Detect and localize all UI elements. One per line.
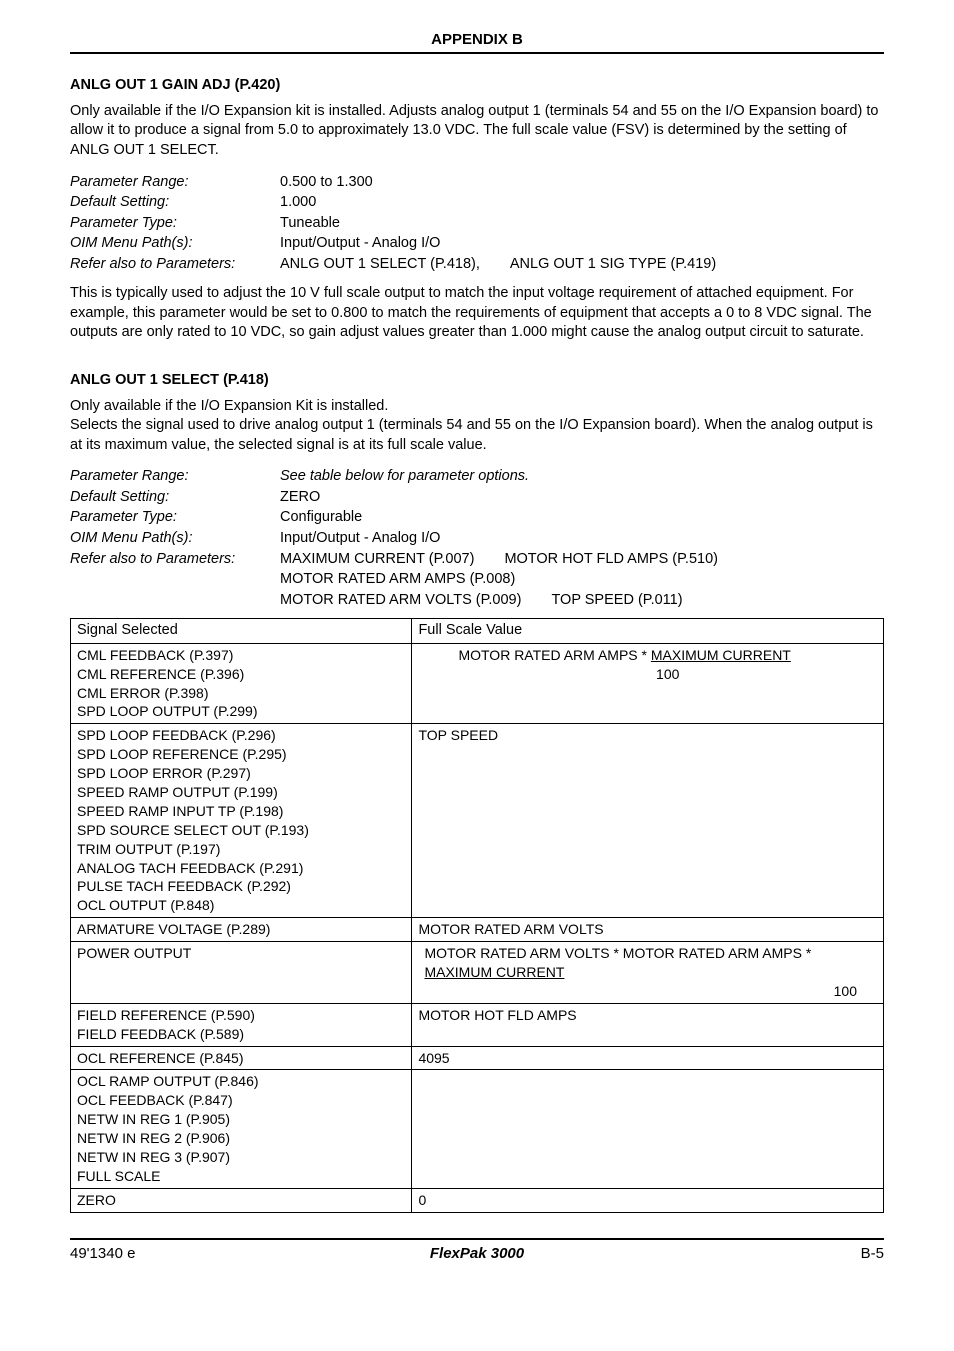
signal-text: NETW IN REG 1 (P.905) — [77, 1111, 230, 1127]
page-footer: 49'1340 e FlexPak 3000 B-5 — [70, 1238, 884, 1264]
table-row: ZERO 0 — [71, 1188, 884, 1212]
table-row: POWER OUTPUT MOTOR RATED ARM VOLTS * MOT… — [71, 942, 884, 1004]
s2-refer-value-1: MAXIMUM CURRENT (P.007) — [280, 551, 474, 567]
signal-cell: CML FEEDBACK (P.397) CML REFERENCE (P.39… — [71, 643, 412, 724]
signal-text: FULL SCALE — [77, 1168, 161, 1184]
signal-cell: ARMATURE VOLTAGE (P.289) — [71, 918, 412, 942]
signal-table: Signal Selected Full Scale Value CML FEE… — [70, 618, 884, 1213]
signal-cell: OCL RAMP OUTPUT (P.846) OCL FEEDBACK (P.… — [71, 1070, 412, 1188]
fsv-denominator: 100 — [458, 665, 877, 684]
s2-default-value: ZERO — [280, 488, 884, 508]
s2-type-value: Configurable — [280, 508, 884, 528]
s1-type-label: Parameter Type: — [70, 214, 280, 234]
section-1-intro: Only available if the I/O Expansion kit … — [70, 102, 884, 161]
table-row: CML FEEDBACK (P.397) CML REFERENCE (P.39… — [71, 643, 884, 724]
s2-default-label: Default Setting: — [70, 488, 280, 508]
footer-right: B-5 — [613, 1244, 884, 1264]
signal-text: CML FEEDBACK (P.397) — [77, 647, 233, 663]
fsv-cell: MOTOR HOT FLD AMPS — [412, 1003, 884, 1046]
signal-text: OCL RAMP OUTPUT (P.846) — [77, 1073, 259, 1089]
fsv-cell: 4095 — [412, 1046, 884, 1070]
col-header-signal: Signal Selected — [71, 619, 412, 644]
section-2-intro-a: Only available if the I/O Expansion Kit … — [70, 397, 884, 417]
fsv-cell: MOTOR RATED ARM AMPS * MAXIMUM CURRENT 1… — [412, 643, 884, 724]
s1-oim-value: Input/Output - Analog I/O — [280, 234, 884, 254]
s1-default-value: 1.000 — [280, 193, 884, 213]
s1-param-range-label: Parameter Range: — [70, 173, 280, 193]
signal-text: PULSE TACH FEEDBACK (P.292) — [77, 878, 291, 894]
signal-text: SPD SOURCE SELECT OUT (P.193) — [77, 822, 309, 838]
fsv-text: MOTOR RATED ARM VOLTS * MOTOR RATED ARM … — [424, 945, 811, 961]
signal-text: SPD LOOP ERROR (P.297) — [77, 765, 251, 781]
signal-cell: SPD LOOP FEEDBACK (P.296) SPD LOOP REFER… — [71, 724, 412, 918]
s1-default-label: Default Setting: — [70, 193, 280, 213]
signal-cell: OCL REFERENCE (P.845) — [71, 1046, 412, 1070]
s2-oim-label: OIM Menu Path(s): — [70, 529, 280, 549]
signal-text: TRIM OUTPUT (P.197) — [77, 841, 220, 857]
fsv-cell: 0 — [412, 1188, 884, 1212]
s1-oim-label: OIM Menu Path(s): — [70, 234, 280, 254]
table-row: OCL REFERENCE (P.845) 4095 — [71, 1046, 884, 1070]
s1-type-value: Tuneable — [280, 214, 884, 234]
signal-text: CML ERROR (P.398) — [77, 685, 208, 701]
s2-param-range-value: See table below for parameter options. — [280, 467, 884, 487]
signal-text: NETW IN REG 3 (P.907) — [77, 1149, 230, 1165]
s2-refer-value-3: MOTOR RATED ARM VOLTS (P.009) — [280, 592, 521, 608]
fsv-cell: MOTOR RATED ARM VOLTS * MOTOR RATED ARM … — [412, 942, 884, 1004]
table-row: FIELD REFERENCE (P.590) FIELD FEEDBACK (… — [71, 1003, 884, 1046]
signal-text: OCL FEEDBACK (P.847) — [77, 1092, 233, 1108]
fsv-cell — [412, 1070, 884, 1188]
signal-text: CML REFERENCE (P.396) — [77, 666, 244, 682]
table-row: OCL RAMP OUTPUT (P.846) OCL FEEDBACK (P.… — [71, 1070, 884, 1188]
s2-type-label: Parameter Type: — [70, 508, 280, 528]
table-row: ARMATURE VOLTAGE (P.289) MOTOR RATED ARM… — [71, 918, 884, 942]
fsv-text-underline: MAXIMUM CURRENT — [651, 647, 791, 663]
signal-text: SPD LOOP REFERENCE (P.295) — [77, 746, 287, 762]
fsv-denominator: 100 — [424, 982, 877, 1001]
fsv-text-underline: MAXIMUM CURRENT — [424, 964, 564, 980]
s1-refer-value: ANLG OUT 1 SELECT (P.418), — [280, 256, 480, 272]
fsv-text: MOTOR RATED ARM AMPS * — [458, 647, 650, 663]
section-2-title: ANLG OUT 1 SELECT (P.418) — [70, 371, 884, 391]
appendix-header: APPENDIX B — [70, 30, 884, 54]
s2-refer-label: Refer also to Parameters: — [70, 550, 280, 570]
section-2-intro-b: Selects the signal used to drive analog … — [70, 416, 884, 455]
signal-text: SPD LOOP FEEDBACK (P.296) — [77, 727, 276, 743]
signal-cell: FIELD REFERENCE (P.590) FIELD FEEDBACK (… — [71, 1003, 412, 1046]
s1-refer-label: Refer also to Parameters: — [70, 255, 280, 275]
s2-param-range-label: Parameter Range: — [70, 467, 280, 487]
signal-text: ANALOG TACH FEEDBACK (P.291) — [77, 860, 303, 876]
fsv-cell: MOTOR RATED ARM VOLTS — [412, 918, 884, 942]
signal-text: SPEED RAMP OUTPUT (P.199) — [77, 784, 278, 800]
signal-text: OCL OUTPUT (P.848) — [77, 897, 214, 913]
section-1-title: ANLG OUT 1 GAIN ADJ (P.420) — [70, 76, 884, 96]
footer-left: 49'1340 e — [70, 1244, 341, 1264]
s2-refer-extra-1: MOTOR HOT FLD AMPS (P.510) — [504, 550, 718, 570]
signal-text: FIELD REFERENCE (P.590) — [77, 1007, 255, 1023]
fsv-cell: TOP SPEED — [412, 724, 884, 918]
table-row: SPD LOOP FEEDBACK (P.296) SPD LOOP REFER… — [71, 724, 884, 918]
signal-text: SPD LOOP OUTPUT (P.299) — [77, 703, 258, 719]
s2-refer-extra-3: TOP SPEED (P.011) — [551, 591, 682, 611]
signal-text: SPEED RAMP INPUT TP (P.198) — [77, 803, 283, 819]
section-1-note: This is typically used to adjust the 10 … — [70, 284, 884, 343]
table-row: Signal Selected Full Scale Value — [71, 619, 884, 644]
signal-cell: POWER OUTPUT — [71, 942, 412, 1004]
signal-cell: ZERO — [71, 1188, 412, 1212]
s2-oim-value: Input/Output - Analog I/O — [280, 529, 884, 549]
footer-mid: FlexPak 3000 — [341, 1244, 612, 1264]
s2-refer-value-2: MOTOR RATED ARM AMPS (P.008) — [280, 570, 884, 590]
col-header-fsv: Full Scale Value — [412, 619, 884, 644]
signal-text: NETW IN REG 2 (P.906) — [77, 1130, 230, 1146]
s1-param-range-value: 0.500 to 1.300 — [280, 173, 884, 193]
signal-text: FIELD FEEDBACK (P.589) — [77, 1026, 244, 1042]
s1-refer-extra: ANLG OUT 1 SIG TYPE (P.419) — [510, 255, 716, 275]
